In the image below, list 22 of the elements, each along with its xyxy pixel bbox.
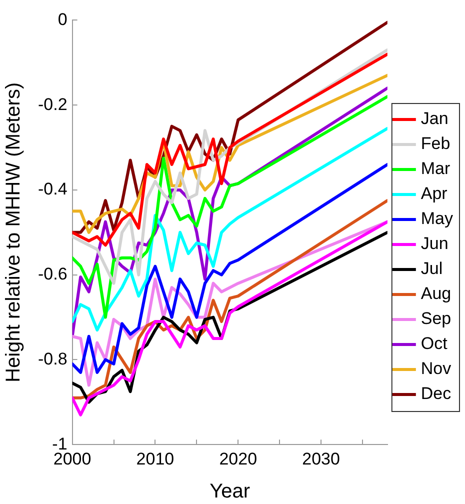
- x-tick-label: 2010: [136, 449, 174, 468]
- legend-label: Jan: [420, 109, 448, 128]
- y-axis-title: Height relative to MHHW (Meters): [2, 82, 25, 382]
- y-tick-label: -0.8: [38, 349, 68, 368]
- legend-label: Feb: [420, 134, 450, 154]
- legend-label: Oct: [420, 334, 448, 354]
- legend-label: Nov: [420, 359, 452, 378]
- legend-label: Sep: [420, 309, 452, 328]
- y-tick-label: -0.6: [38, 264, 68, 284]
- legend-label: Dec: [420, 384, 452, 404]
- y-tick-label: 0: [58, 10, 68, 29]
- x-tick-label: 2020: [219, 449, 258, 468]
- x-axis-title: Year: [210, 480, 250, 503]
- legend-label: Jul: [420, 259, 443, 278]
- legend-label: Jun: [420, 234, 448, 254]
- x-tick-label: 2030: [302, 449, 340, 468]
- y-tick-label: -0.4: [38, 180, 68, 199]
- legend-label: Mar: [420, 159, 450, 178]
- legend-label: Apr: [420, 184, 448, 204]
- legend-label: Aug: [420, 284, 452, 304]
- y-tick-label: -0.2: [38, 94, 68, 114]
- legend-label: May: [420, 209, 454, 228]
